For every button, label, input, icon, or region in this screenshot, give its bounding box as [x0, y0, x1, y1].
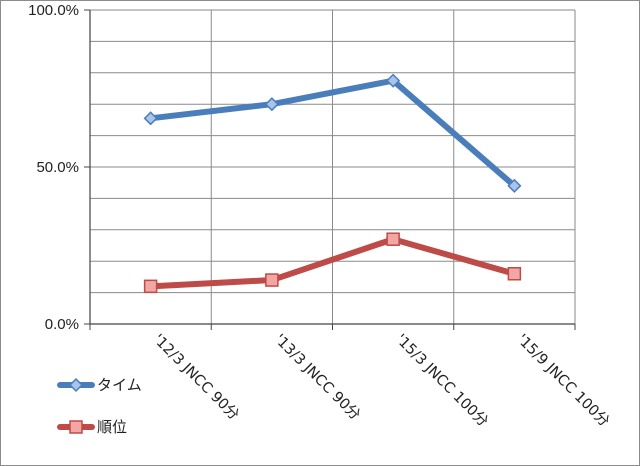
data-point-rank — [143, 279, 158, 294]
x-category-label: '12/3 JNCC 90分 — [150, 331, 243, 424]
y-tick-label: 100.0% — [28, 2, 79, 19]
data-point-time — [386, 73, 401, 88]
data-point-rank — [265, 273, 279, 287]
data-point-time — [264, 97, 279, 112]
data-point-rank — [386, 232, 400, 246]
y-tick-label: 0.0% — [45, 316, 79, 333]
legend-marker-rank — [69, 420, 83, 434]
legend-marker-time — [68, 377, 84, 393]
axis-layer — [84, 9, 576, 330]
series-line-time — [147, 77, 518, 189]
data-point-rank — [507, 267, 522, 281]
data-point-time — [507, 178, 522, 193]
series-line-rank — [147, 236, 518, 290]
grid-layer — [90, 9, 576, 324]
x-category-label: '15/9 JNCC 100分 — [514, 331, 613, 430]
y-tick-label: 50.0% — [36, 159, 79, 176]
x-category-label: '15/3 JNCC 100分 — [392, 331, 491, 430]
data-point-time — [143, 111, 158, 126]
label-layer: 0.0% 50.0% 100.0% '12/3 JNCC 90分 '13/3 JNCC … — [28, 2, 613, 430]
series-layer — [143, 73, 522, 294]
x-category-label: '13/3 JNCC 90分 — [271, 331, 364, 424]
legend-label-rank: 順位 — [97, 418, 127, 436]
legend-label-time: タイム — [97, 376, 142, 394]
